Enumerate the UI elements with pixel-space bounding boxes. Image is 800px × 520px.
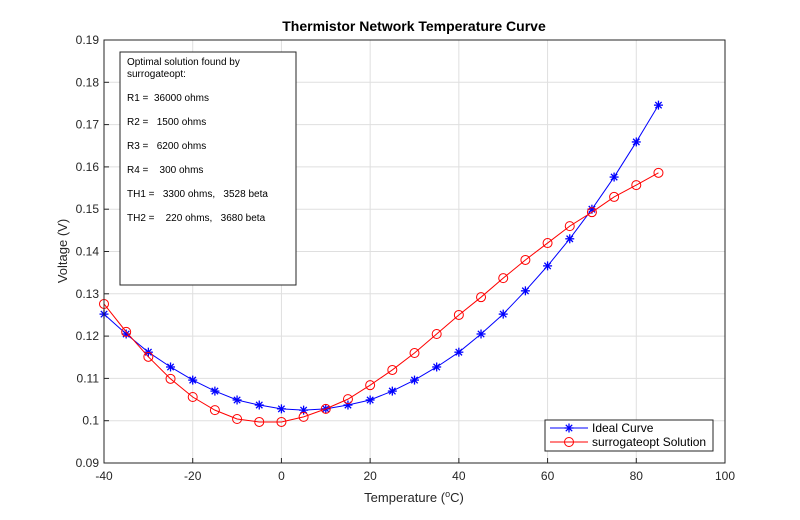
asterisk-marker [564, 423, 574, 433]
svg-text:Ideal Curve: Ideal Curve [592, 421, 654, 435]
data-point [453, 309, 464, 320]
annotation-line: R2 = 1500 ohms [127, 117, 206, 128]
data-point [609, 191, 620, 202]
data-point [498, 309, 508, 319]
ticks: -40 -20 0 20 40 60 80 100 0.09 0.1 0.11 0.12 0.13 0.1… [76, 33, 736, 483]
svg-text:surrogateopt Solution: surrogateopt Solution [592, 435, 706, 449]
data-point [410, 375, 419, 385]
data-point [454, 347, 464, 357]
data-point [543, 261, 553, 271]
data-point [653, 100, 663, 110]
y-tick-label: 0.18 [76, 75, 100, 89]
data-point [409, 348, 420, 359]
data-point [476, 292, 487, 303]
annotation-line: TH2 = 220 ohms, 3680 beta [127, 213, 266, 224]
data-point [298, 411, 309, 422]
data-point [387, 386, 397, 396]
legend-item-surrogateopt-solution: surrogateopt Solution [550, 435, 706, 449]
data-point [188, 375, 198, 385]
annotation-line: surrogateopt: [127, 69, 186, 80]
annotation-line: Optimal solution found by [127, 57, 240, 68]
data-point [520, 286, 530, 296]
x-tick-label: 20 [363, 469, 377, 483]
data-point [320, 403, 331, 414]
data-point [166, 362, 176, 372]
x-tick-label: 0 [278, 469, 285, 483]
y-tick-label: 0.16 [76, 160, 100, 174]
data-point [631, 137, 641, 147]
y-tick-label: 0.19 [76, 33, 100, 47]
data-point [210, 386, 220, 396]
data-point [121, 326, 132, 337]
chart-title: Thermistor Network Temperature Curve [282, 18, 546, 34]
data-point [653, 167, 664, 178]
data-point [121, 329, 131, 339]
data-point [520, 254, 531, 265]
data-point [564, 221, 575, 232]
data-point [498, 273, 509, 284]
data-point [476, 329, 486, 339]
data-point [431, 328, 442, 339]
data-point [232, 414, 243, 425]
annotation-line: TH1 = 3300 ohms, 3528 beta [127, 189, 268, 200]
data-point [586, 207, 597, 218]
data-point [365, 395, 375, 405]
data-point [342, 394, 353, 405]
x-tick-label: 80 [630, 469, 644, 483]
data-point [187, 392, 198, 403]
data-point [254, 400, 264, 410]
series-surrogateopt-solution [99, 167, 664, 427]
data-point [209, 405, 220, 416]
data-point [232, 395, 242, 405]
y-tick-label: 0.09 [76, 456, 100, 470]
data-point [165, 373, 176, 384]
data-point [365, 380, 376, 391]
circle-marker-icon [564, 437, 574, 447]
data-point [387, 364, 398, 375]
y-tick-label: 0.13 [76, 287, 100, 301]
data-point [565, 234, 575, 244]
x-tick-label: 60 [541, 469, 555, 483]
data-point [432, 362, 442, 372]
annotation-line: R3 = 6200 ohms [127, 141, 206, 152]
annotation-line: R4 = 300 ohms [127, 165, 203, 176]
data-point [276, 404, 286, 414]
series-line [103, 104, 659, 411]
x-tick-label: -40 [95, 469, 113, 483]
y-tick-label: 0.15 [76, 202, 100, 216]
x-tick-label: 40 [452, 469, 466, 483]
y-tick-label: 0.17 [76, 118, 100, 132]
series-ideal-curve [99, 100, 663, 415]
data-point [609, 172, 619, 182]
y-tick-label: 0.14 [76, 245, 100, 259]
data-point [276, 416, 287, 427]
data-point [542, 238, 553, 249]
x-axis-label: Temperature (oC) [364, 489, 464, 505]
data-point [254, 416, 265, 427]
x-tick-label: -20 [184, 469, 202, 483]
data-point [143, 351, 154, 362]
legend[interactable]: Ideal Curve surrogateopt Solution [544, 419, 714, 452]
y-tick-label: 0.11 [77, 371, 100, 385]
data-point [631, 180, 642, 191]
annotation-line: R1 = 36000 ohms [127, 93, 209, 104]
y-tick-label: 0.1 [82, 414, 99, 428]
x-tick-label: 100 [715, 469, 735, 483]
asterisk-marker-icon [564, 423, 574, 433]
y-axis-label: Voltage (V) [55, 219, 70, 283]
series-group [99, 100, 664, 427]
data-point [299, 405, 309, 415]
legend-item-ideal-curve: Ideal Curve [550, 421, 654, 435]
y-tick-label: 0.12 [76, 329, 100, 343]
